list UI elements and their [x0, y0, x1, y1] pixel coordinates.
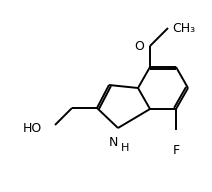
Text: CH₃: CH₃: [172, 22, 195, 35]
Text: HO: HO: [23, 122, 42, 135]
Text: F: F: [172, 144, 180, 157]
Text: H: H: [121, 143, 129, 153]
Text: O: O: [134, 40, 144, 52]
Text: N: N: [108, 136, 118, 149]
